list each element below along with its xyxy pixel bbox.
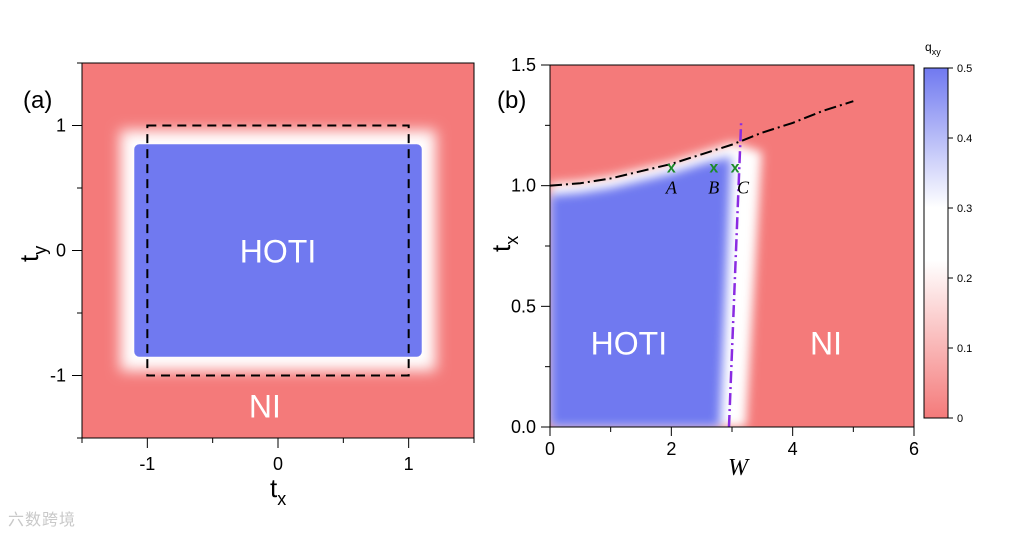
ylabel-b-sub: x [502, 236, 522, 245]
y-tick-label-b: 0.0 [511, 417, 536, 437]
hoti-region-b [550, 156, 732, 427]
colorbar-tick-label: 0.5 [957, 63, 972, 75]
x-tick-label-b: 6 [909, 439, 919, 459]
x-tick-label-a: 0 [273, 454, 283, 474]
ni-label-b: NI [810, 326, 842, 362]
y-tick-label-b: 1.0 [511, 176, 536, 196]
panel-a-label: (a) [23, 87, 52, 114]
heatmap-a [82, 63, 474, 438]
point-marker-c: x [731, 160, 740, 177]
y-tick-label-a: 0 [56, 241, 66, 261]
ticks-a: -1 0 1 -1 0 1 [50, 62, 475, 474]
colorbar-tick-label: 0 [957, 413, 963, 425]
panel-a: (a) -1 0 1-101 HOTI NI tx ty [14, 62, 475, 509]
x-tick-label-b: 0 [545, 439, 555, 459]
ylabel-b-main: t [486, 244, 516, 252]
colorbar-tick-label: 0.4 [957, 133, 972, 145]
ylabel-a-sub: y [30, 246, 50, 255]
colorbar-title-sub: xy [932, 47, 942, 57]
panel-b-label: (b) [497, 87, 526, 114]
colorbar [923, 67, 949, 419]
y-tick-label-a: 1 [56, 116, 66, 136]
ticks-b: 0 2 4 6 0.0 0.5 1.0 1.5 [511, 55, 919, 459]
colorbar-ticks: 0 0.1 0.2 0.3 0.4 0.5 [948, 63, 972, 425]
point-label-a: A [665, 178, 678, 198]
xlabel-a-main: t [270, 473, 278, 503]
ylabel-a: ty [14, 246, 50, 262]
xlabel-b: W [728, 455, 750, 481]
colorbar-title: qxy [925, 40, 941, 57]
y-tick-label-b: 1.5 [511, 55, 536, 75]
xlabel-a-sub: x [277, 489, 286, 509]
ylabel-a-main: t [14, 254, 44, 262]
y-tick-label-a: -1 [50, 366, 66, 386]
watermark: 六数跨境 [8, 510, 77, 529]
xlabel-a: tx [270, 473, 286, 509]
y-tick-label-b: 0.5 [511, 296, 536, 316]
x-tick-label-b: 2 [666, 439, 676, 459]
point-marker-a: x [667, 160, 676, 177]
point-marker-b: x [709, 160, 718, 177]
x-tick-label-b: 4 [788, 439, 798, 459]
ylabel-b: tx [486, 236, 522, 252]
colorbar-title-main: q [925, 40, 932, 54]
heatmap-b [550, 65, 914, 427]
colorbar-tick-label: 0.2 [957, 273, 972, 285]
hoti-label-b: HOTI [591, 326, 667, 362]
colorbar-tick-label: 0.1 [957, 343, 972, 355]
hoti-label-a: HOTI [240, 234, 316, 270]
hoti-region-a [134, 144, 422, 357]
critical-line [727, 122, 743, 427]
boundary-curve [550, 100, 854, 187]
x-tick-label-a: 1 [404, 454, 414, 474]
x-tick-label-a: -1 [139, 454, 155, 474]
point-label-b: B [708, 178, 719, 198]
colorbar-tick-label: 0.3 [957, 203, 972, 215]
ni-label-a: NI [249, 389, 281, 425]
point-label-c: C [737, 178, 750, 198]
